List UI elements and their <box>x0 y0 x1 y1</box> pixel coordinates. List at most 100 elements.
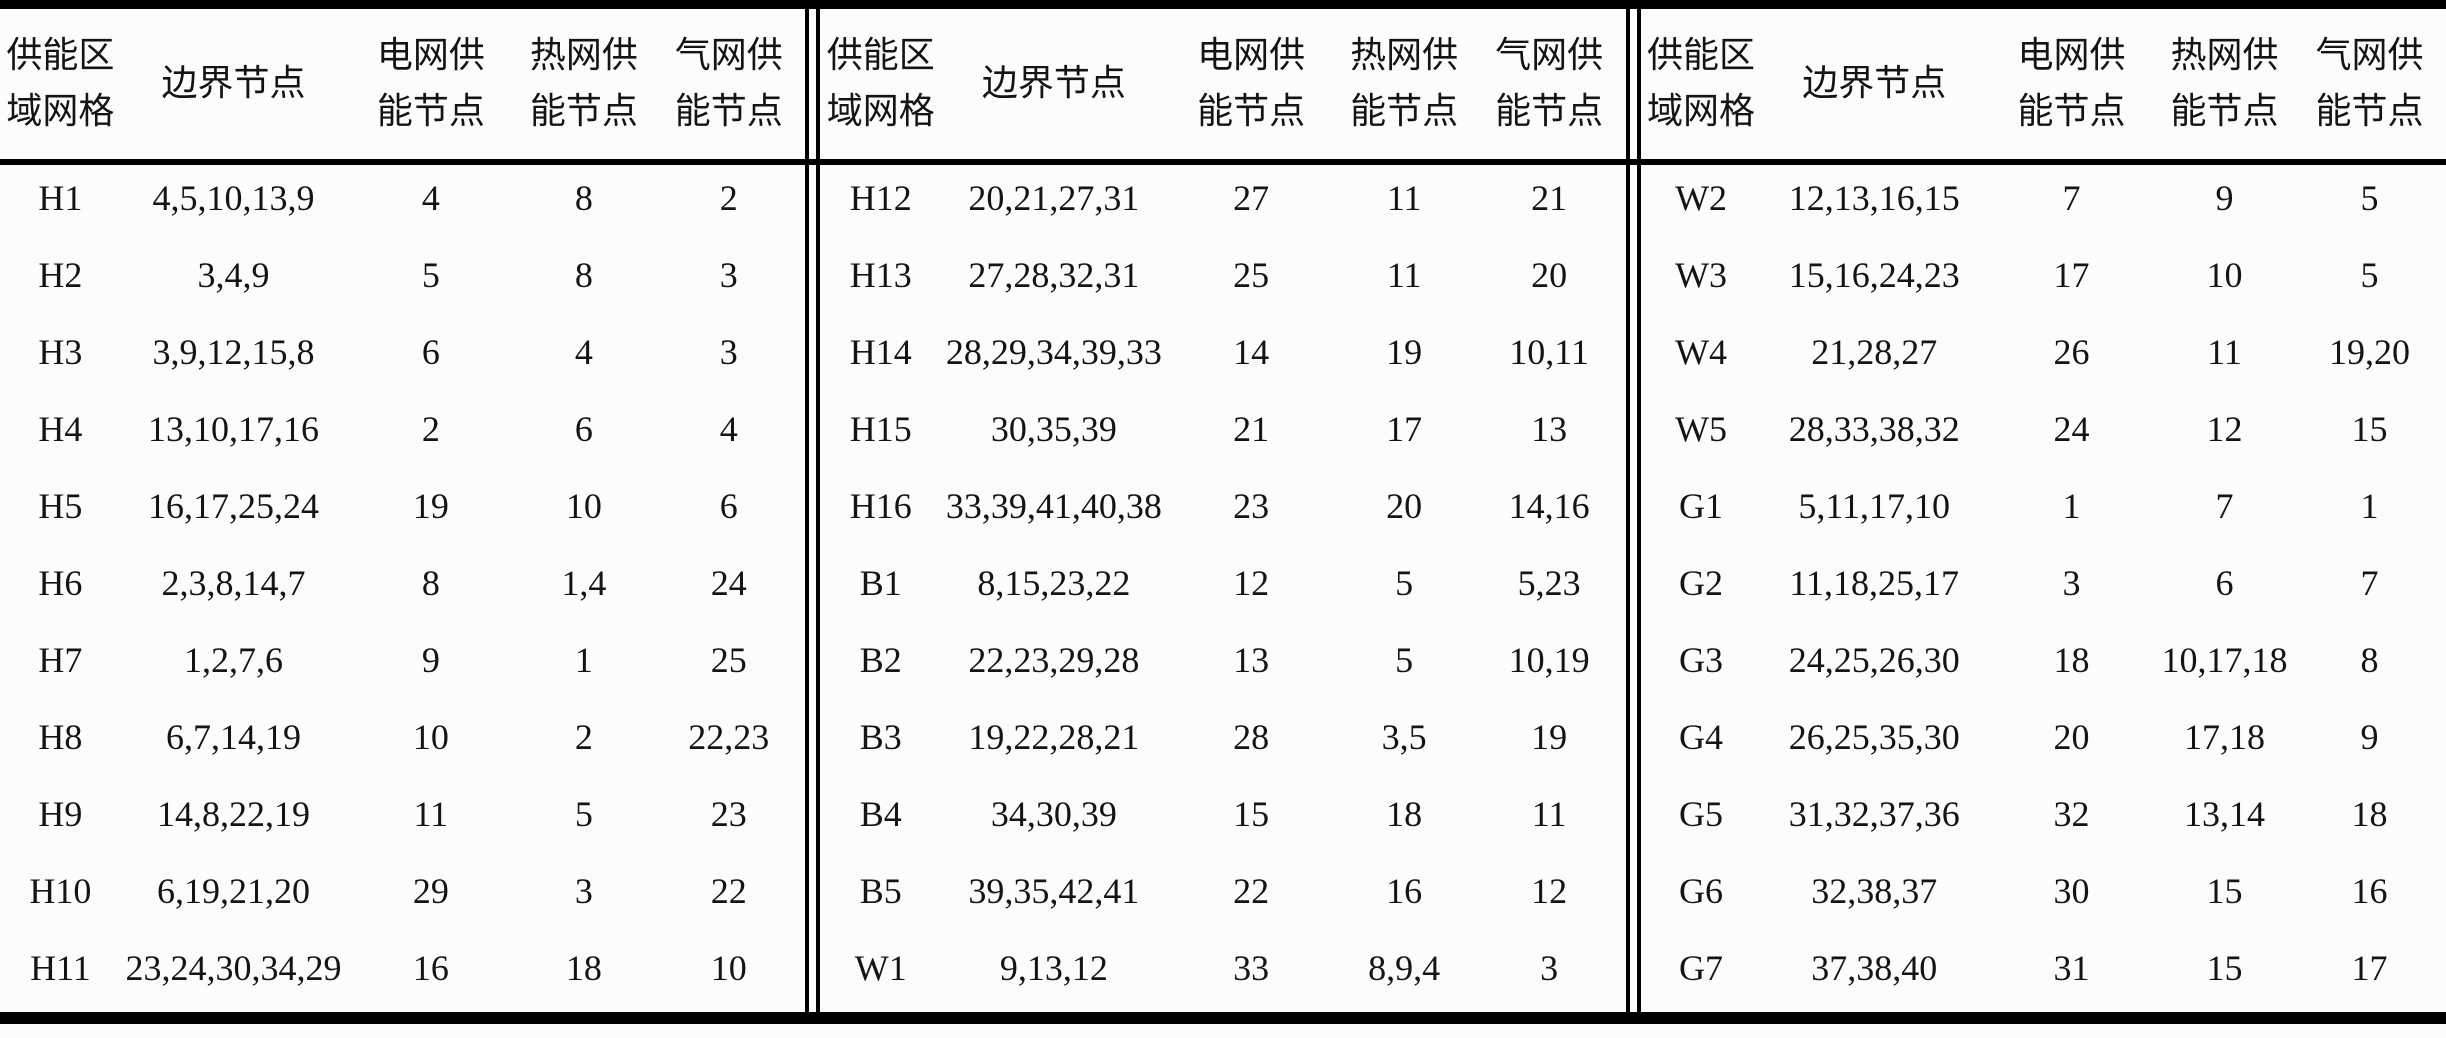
table-row: G1 5,11,17,10 1 7 1 <box>1641 467 2446 544</box>
boundary-nodes-cell: 33,39,41,40,38 <box>945 485 1162 526</box>
boundary-nodes-cell: 6,19,21,20 <box>157 870 311 911</box>
table-row: H12 20,21,27,31 27 11 21 <box>820 159 1625 236</box>
gas-supply-node-cell: 7 <box>2360 562 2379 603</box>
table-section-1: 供能区 域网格 边界节点 电网供 能节点 热网供 能节点 气网供 能节点 H1 4,5,1… <box>0 9 805 1024</box>
table-row: B3 19,22,28,21 28 3,5 19 <box>820 698 1625 775</box>
grid-id-cell: H9 <box>38 793 83 834</box>
table-row: G3 24,25,26,30 18 10,17,18 8 <box>1641 621 2446 698</box>
table-row: H14 28,29,34,39,33 14 19 10,11 <box>820 313 1625 390</box>
gas-supply-node-cell: 6 <box>719 485 738 526</box>
table-top-rule <box>0 0 2446 9</box>
power-supply-node-cell: 11 <box>413 793 449 834</box>
power-supply-node-cell: 3 <box>2062 562 2081 603</box>
gas-supply-node-cell: 22 <box>710 870 747 911</box>
gas-supply-node-cell: 3 <box>719 331 738 372</box>
boundary-nodes-cell: 8,15,23,22 <box>977 562 1131 603</box>
boundary-nodes-cell: 20,21,27,31 <box>968 177 1140 218</box>
power-supply-node-cell: 20 <box>2053 716 2090 757</box>
boundary-nodes-cell: 13,10,17,16 <box>148 408 320 449</box>
grid-id-cell: B1 <box>859 562 902 603</box>
grid-id-cell: H1 <box>38 177 83 218</box>
heat-supply-node-cell: 5 <box>574 793 593 834</box>
boundary-nodes-cell: 22,23,29,28 <box>968 639 1140 680</box>
table-row: H11 23,24,30,34,29 16 18 10 <box>0 929 805 1006</box>
power-supply-node-cell: 6 <box>421 331 440 372</box>
power-supply-node-cell: 10 <box>412 716 449 757</box>
grid-id-cell: G3 <box>1679 639 1724 680</box>
boundary-nodes-cell: 5,11,17,10 <box>1798 485 1951 526</box>
power-supply-node-cell: 30 <box>2053 870 2090 911</box>
grid-id-cell: H12 <box>849 177 912 218</box>
boundary-nodes-cell: 21,28,27 <box>1811 331 1938 372</box>
boundary-nodes-cell: 15,16,24,23 <box>1788 254 1960 295</box>
boundary-nodes-cell: 11,18,25,17 <box>1789 562 1960 603</box>
grid-id-cell: H5 <box>38 485 83 526</box>
gas-supply-node-cell: 10,19 <box>1508 639 1590 680</box>
gas-supply-node-cell: 3 <box>1540 947 1559 988</box>
boundary-nodes-cell: 6,7,14,19 <box>166 716 302 757</box>
gas-supply-node-cell: 23 <box>710 793 747 834</box>
power-supply-node-cell: 15 <box>1233 793 1270 834</box>
grid-id-cell: H2 <box>38 254 83 295</box>
heat-supply-node-cell: 3,5 <box>1381 716 1427 757</box>
section-divider-1 <box>805 9 821 1024</box>
boundary-nodes-cell: 3,4,9 <box>197 254 270 295</box>
table-row: H3 3,9,12,15,8 6 4 3 <box>0 313 805 390</box>
power-supply-node-cell: 17 <box>2053 254 2090 295</box>
grid-id-cell: W4 <box>1675 331 1728 372</box>
heat-supply-node-cell: 18 <box>1386 793 1423 834</box>
grid-id-cell: B5 <box>859 870 902 911</box>
grid-id-cell: H11 <box>30 947 91 988</box>
heat-supply-node-cell: 19 <box>1386 331 1423 372</box>
column-header-heat-supply-node: 热网供 能节点 <box>529 35 638 131</box>
gas-supply-node-cell: 19,20 <box>2328 331 2410 372</box>
grid-id-cell: B3 <box>859 716 902 757</box>
heat-supply-node-cell: 8 <box>574 254 593 295</box>
gas-supply-node-cell: 16 <box>2351 870 2388 911</box>
grid-id-cell: H14 <box>849 331 912 372</box>
table-section-2: 供能区 域网格 边界节点 电网供 能节点 热网供 能节点 气网供 能节点 H12 20,2… <box>820 9 1625 1024</box>
heat-supply-node-cell: 17 <box>1386 408 1423 449</box>
table-row: H1 4,5,10,13,9 4 8 2 <box>0 159 805 236</box>
heat-supply-node-cell: 7 <box>2215 485 2234 526</box>
column-header-boundary-nodes: 边界节点 <box>1802 63 1947 104</box>
heat-supply-node-cell: 5 <box>1395 639 1414 680</box>
column-header-boundary-nodes: 边界节点 <box>161 63 306 104</box>
power-supply-node-cell: 24 <box>2053 408 2090 449</box>
gas-supply-node-cell: 2 <box>719 177 738 218</box>
gas-supply-node-cell: 24 <box>710 562 747 603</box>
table-row: H4 13,10,17,16 2 6 4 <box>0 390 805 467</box>
table-row: H2 3,4,9 5 8 3 <box>0 236 805 313</box>
table-row: W3 15,16,24,23 17 10 5 <box>1641 236 2446 313</box>
power-supply-node-cell: 14 <box>1233 331 1270 372</box>
power-supply-node-cell: 19 <box>412 485 449 526</box>
power-supply-node-cell: 4 <box>421 177 440 218</box>
gas-supply-node-cell: 4 <box>719 408 738 449</box>
table-header-3: 供能区 域网格 边界节点 电网供 能节点 热网供 能节点 气网供 能节点 <box>1641 9 2446 159</box>
boundary-nodes-cell: 37,38,40 <box>1811 947 1938 988</box>
column-header-gas-supply-node: 气网供 能节点 <box>1495 35 1604 131</box>
heat-supply-node-cell: 6 <box>574 408 593 449</box>
table-row: G6 32,38,37 30 15 16 <box>1641 852 2446 929</box>
power-supply-node-cell: 28 <box>1233 716 1270 757</box>
table-header-1: 供能区 域网格 边界节点 电网供 能节点 热网供 能节点 气网供 能节点 <box>0 9 805 159</box>
power-supply-node-cell: 22 <box>1233 870 1270 911</box>
column-header-grid-id: 供能区 域网格 <box>1647 35 1756 131</box>
column-header-gas-supply-node: 气网供 能节点 <box>2315 35 2424 131</box>
grid-id-cell: H15 <box>849 408 912 449</box>
boundary-nodes-cell: 34,30,39 <box>990 793 1117 834</box>
energy-grid-table-2: 供能区 域网格 边界节点 电网供 能节点 热网供 能节点 气网供 能节点 H12 20,2… <box>820 9 1625 1006</box>
grid-id-cell: W3 <box>1675 254 1728 295</box>
table-row: W2 12,13,16,15 7 9 5 <box>1641 159 2446 236</box>
gas-supply-node-cell: 3 <box>719 254 738 295</box>
grid-id-cell: H4 <box>38 408 83 449</box>
power-supply-node-cell: 21 <box>1233 408 1270 449</box>
boundary-nodes-cell: 14,8,22,19 <box>157 793 311 834</box>
table-row: B1 8,15,23,22 12 5 5,23 <box>820 544 1625 621</box>
boundary-nodes-cell: 1,2,7,6 <box>184 639 284 680</box>
power-supply-node-cell: 32 <box>2053 793 2090 834</box>
column-header-heat-supply-node: 热网供 能节点 <box>2170 35 2279 131</box>
heat-supply-node-cell: 11 <box>1386 177 1422 218</box>
column-header-heat-supply-node: 热网供 能节点 <box>1350 35 1459 131</box>
